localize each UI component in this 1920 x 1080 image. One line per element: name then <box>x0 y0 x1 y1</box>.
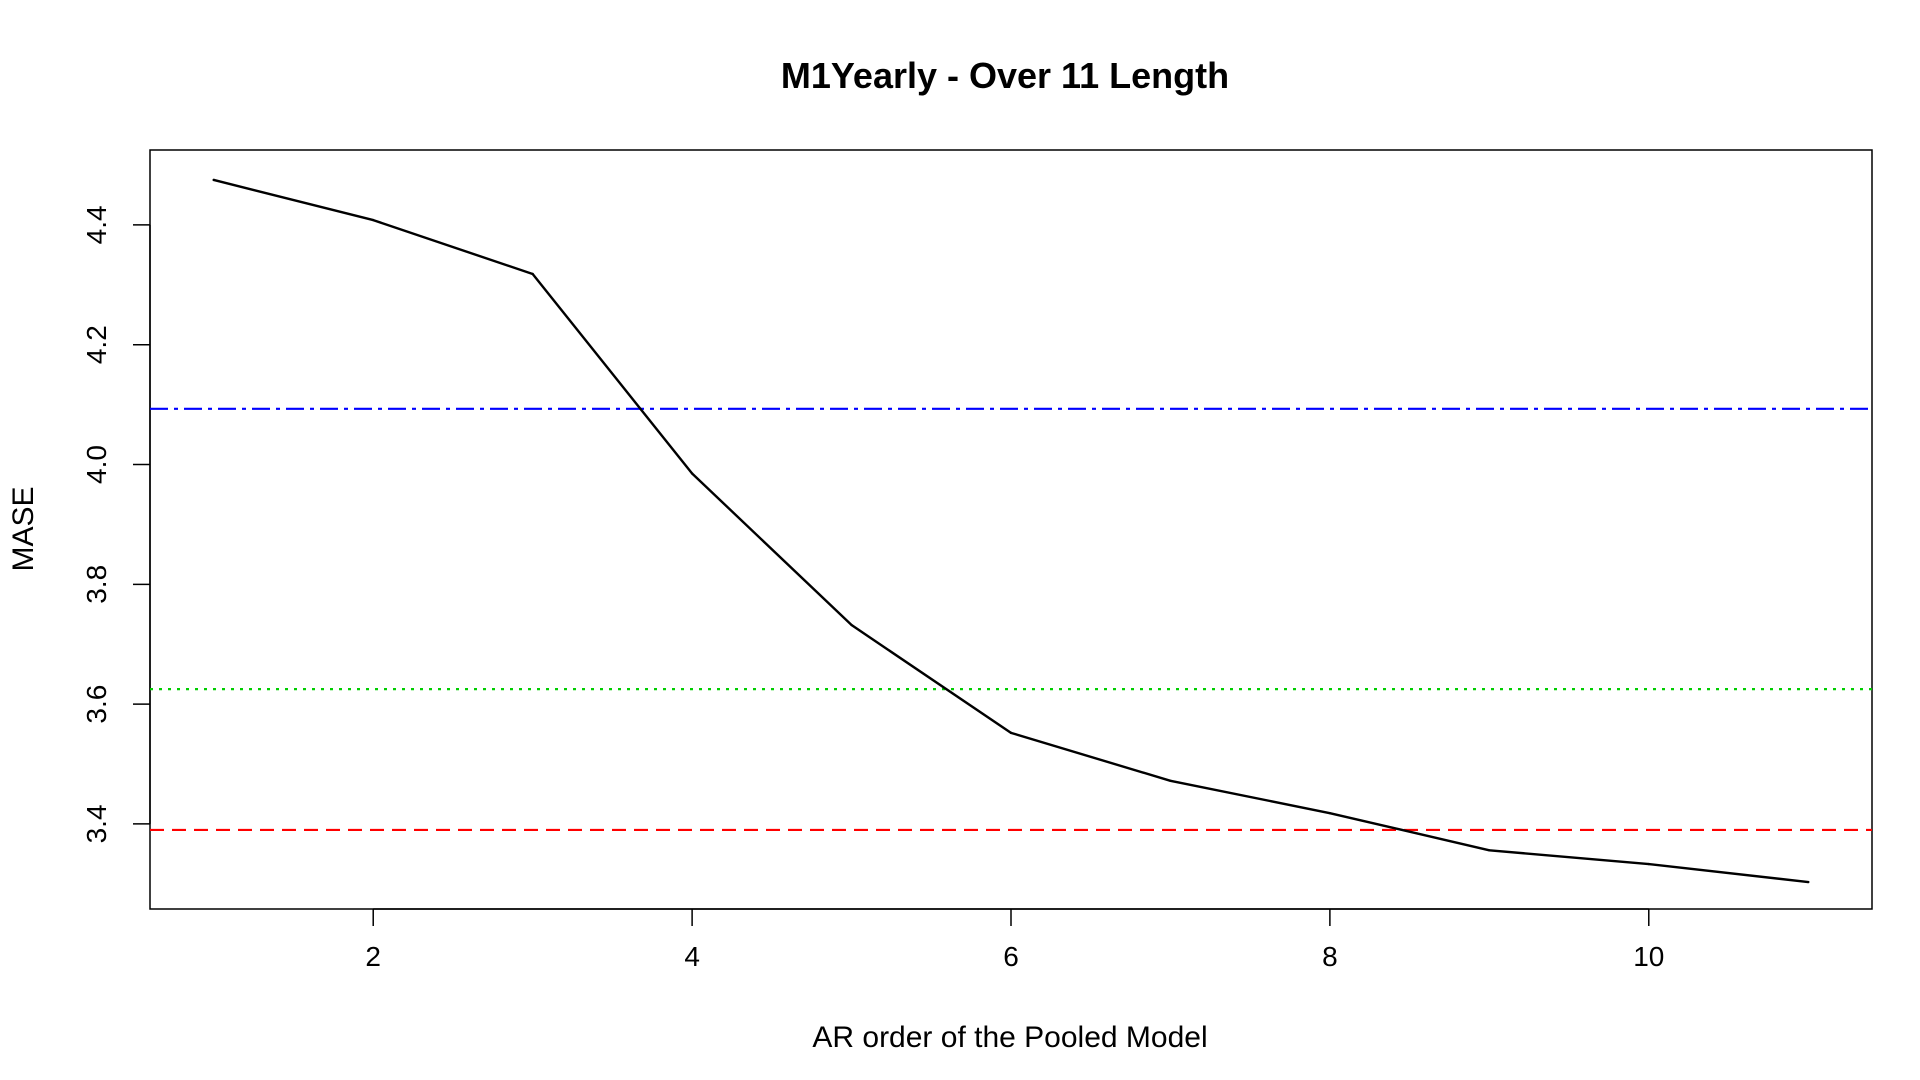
data-point <box>212 178 215 182</box>
data-point <box>531 272 534 276</box>
y-tick-label: 4.2 <box>81 325 112 364</box>
x-tick-label: 4 <box>684 941 700 972</box>
y-tick-label: 3.8 <box>81 565 112 604</box>
data-point <box>1647 862 1650 866</box>
y-tick-label: 4.0 <box>81 445 112 484</box>
x-tick-label: 8 <box>1322 941 1338 972</box>
series-line <box>212 178 1810 884</box>
data-point <box>1488 849 1491 852</box>
data-point <box>1807 880 1810 884</box>
x-tick-label: 2 <box>365 941 381 972</box>
series-layer <box>212 178 1810 884</box>
y-tick-label: 3.4 <box>81 804 112 843</box>
reference-lines <box>150 407 1872 832</box>
x-axis-label: AR order of the Pooled Model <box>812 1021 1207 1054</box>
data-point <box>690 472 694 475</box>
data-point <box>372 218 375 222</box>
y-tick-label: 4.4 <box>81 205 112 244</box>
y-axis: 3.4 3.6 3.8 4.0 4.2 4.4 <box>81 205 151 843</box>
data-point <box>850 623 853 627</box>
data-point <box>1009 731 1013 735</box>
x-tick-label: 10 <box>1633 941 1664 972</box>
data-point <box>1169 779 1172 783</box>
x-tick-label: 6 <box>1003 941 1019 972</box>
x-axis: 2 4 6 8 10 <box>365 908 1664 972</box>
plot-border <box>149 149 1873 910</box>
y-tick-label: 3.6 <box>81 685 112 724</box>
y-axis-label: MASE <box>7 486 40 571</box>
data-point <box>1328 811 1332 815</box>
chart-title: M1Yearly - Over 11 Length <box>781 55 1229 96</box>
